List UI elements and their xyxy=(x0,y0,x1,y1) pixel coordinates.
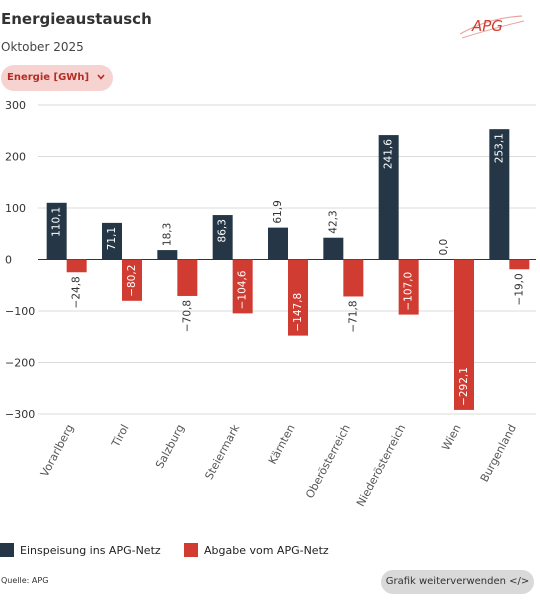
bar-abgabe xyxy=(288,259,308,336)
x-tick-label: Vorarlberg xyxy=(38,422,76,479)
bars xyxy=(46,129,530,410)
unit-dropdown-label: Energie [GWh] xyxy=(7,72,90,83)
bar-einspeisung xyxy=(489,129,510,260)
data-label: −24,8 xyxy=(71,276,83,308)
bar-einspeisung xyxy=(378,135,399,260)
unit-dropdown[interactable]: Energie [GWh] xyxy=(1,65,113,91)
data-label: 61,9 xyxy=(272,200,284,223)
source-note: Quelle: APG xyxy=(1,576,49,585)
bar-einspeisung xyxy=(157,250,178,260)
legend-swatch-einspeisung xyxy=(0,543,14,557)
data-label: 86,3 xyxy=(217,219,229,242)
x-tick-label: Wien xyxy=(439,422,463,452)
data-label: −292,1 xyxy=(458,367,470,406)
data-label: −19,0 xyxy=(513,273,525,305)
y-tick-label: −100 xyxy=(5,305,35,318)
y-tick-label: 200 xyxy=(5,151,26,164)
data-label: 42,3 xyxy=(327,210,339,233)
x-axis: Vorarlberg Tirol Salzburg Steiermark Kärnten… xyxy=(38,422,519,509)
y-tick-label: 100 xyxy=(5,202,26,215)
bar-abgabe xyxy=(454,259,474,410)
legend-swatch-abgabe xyxy=(184,543,198,557)
bar-abgabe xyxy=(122,259,142,301)
data-label: −107,0 xyxy=(403,272,415,311)
y-tick-label: 0 xyxy=(5,254,12,267)
x-tick-label: Niederösterreich xyxy=(354,422,408,509)
data-label: −147,8 xyxy=(292,293,304,332)
chart-subtitle: Oktober 2025 xyxy=(1,40,84,54)
bar-abgabe xyxy=(343,259,364,297)
bar-chart: 300 200 100 0 −100 −200 −300 110,1 −24,8 71,1 −80… xyxy=(5,99,536,509)
data-label: −104,6 xyxy=(237,270,249,309)
data-label: 110,1 xyxy=(51,207,63,237)
bar-einspeisung xyxy=(102,222,122,260)
y-tick-label: −200 xyxy=(5,357,35,370)
bar-abgabe xyxy=(177,259,198,296)
x-tick-label: Steiermark xyxy=(202,422,242,482)
chart-title: Energieaustausch xyxy=(1,10,152,28)
y-axis: 300 200 100 0 −100 −200 −300 xyxy=(5,99,35,421)
reuse-chart-button[interactable]: Grafik weiterverwenden </> xyxy=(381,570,534,594)
x-tick-label: Burgenland xyxy=(478,422,519,484)
legend-label-einspeisung: Einspeisung ins APG-Netz xyxy=(20,544,161,557)
data-label: 241,6 xyxy=(383,139,395,169)
data-label: 0,0 xyxy=(438,239,450,256)
data-label: 71,1 xyxy=(106,227,118,250)
bar-abgabe xyxy=(232,259,253,314)
legend: Einspeisung ins APG-Netz Abgabe vom APG-… xyxy=(0,543,540,559)
data-label: −71,8 xyxy=(347,300,359,332)
x-tick-label: Salzburg xyxy=(153,422,187,470)
bar-abgabe xyxy=(509,259,530,270)
value-labels: 110,1 −24,8 71,1 −80,2 18,3 −70,8 86,3 −104,6 61… xyxy=(51,133,526,406)
x-tick-label: Tirol xyxy=(109,422,132,450)
x-tick-label: Oberösterreich xyxy=(303,422,353,500)
bar-einspeisung xyxy=(268,227,288,260)
data-label: −70,8 xyxy=(181,300,193,332)
y-tick-label: −300 xyxy=(5,408,35,421)
bar-einspeisung xyxy=(46,202,67,260)
bar-einspeisung xyxy=(212,215,233,260)
bar-abgabe xyxy=(66,259,87,273)
x-tick-label: Kärnten xyxy=(266,422,298,466)
legend-label-abgabe: Abgabe vom APG-Netz xyxy=(204,544,329,557)
svg-text:APG: APG xyxy=(471,17,503,35)
data-label: 18,3 xyxy=(161,223,173,246)
y-tick-label: 300 xyxy=(5,99,26,112)
bar-einspeisung xyxy=(323,237,344,260)
chevron-down-icon xyxy=(96,65,105,91)
apg-logo: APG xyxy=(459,15,525,39)
data-label: −80,2 xyxy=(126,265,138,297)
bar-abgabe xyxy=(398,259,419,315)
data-label: 253,1 xyxy=(493,133,505,163)
